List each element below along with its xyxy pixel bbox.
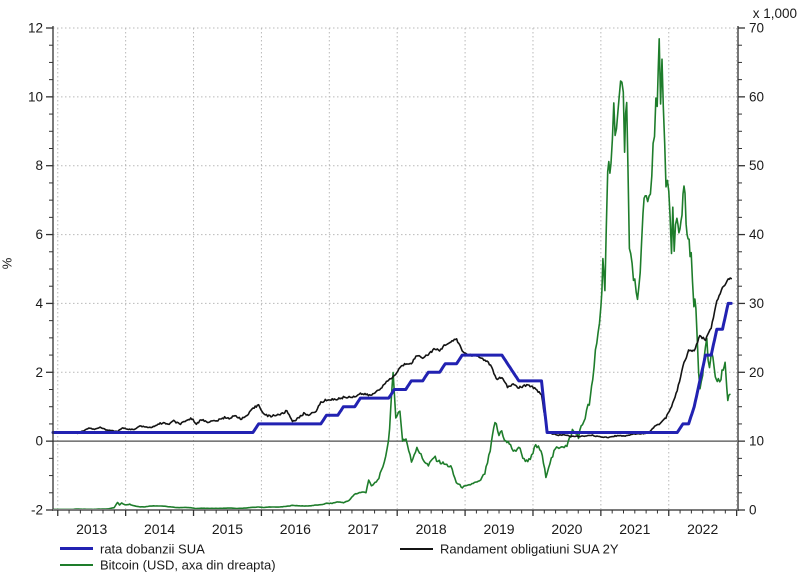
svg-text:2022: 2022 [687, 521, 718, 537]
legend-item-bitcoin: Bitcoin (USD, axa din dreapta) [60, 558, 276, 573]
svg-text:10: 10 [28, 89, 43, 104]
svg-text:2: 2 [35, 365, 43, 380]
legend-item-randament-obligatiuni: Randament obligatiuni SUA 2Y [400, 542, 619, 557]
left-axis-title: % [0, 257, 15, 270]
legend-line-bitcoin [60, 563, 93, 566]
svg-text:4: 4 [35, 296, 43, 311]
svg-text:-2: -2 [31, 503, 43, 518]
svg-text:8: 8 [35, 158, 43, 173]
svg-text:2020: 2020 [551, 521, 582, 537]
svg-text:2014: 2014 [144, 521, 175, 537]
svg-text:2019: 2019 [483, 521, 514, 537]
legend-label-bitcoin: Bitcoin (USD, axa din dreapta) [100, 557, 276, 573]
legend-line-randament-obligatiuni [400, 547, 433, 550]
svg-text:60: 60 [749, 89, 764, 104]
svg-text:2021: 2021 [619, 521, 650, 537]
legend-label-randament-obligatiuni: Randament obligatiuni SUA 2Y [440, 541, 619, 557]
svg-text:20: 20 [749, 365, 764, 380]
svg-text:0: 0 [749, 503, 757, 518]
svg-text:0: 0 [35, 434, 43, 449]
svg-text:2013: 2013 [76, 521, 107, 537]
svg-text:40: 40 [749, 227, 764, 242]
svg-text:10: 10 [749, 434, 764, 449]
svg-text:70: 70 [749, 21, 764, 36]
svg-text:2016: 2016 [280, 521, 311, 537]
legend-label-rata-dobanzii: rata dobanzii SUA [100, 541, 205, 557]
right-axis-title: x 1,000 [752, 6, 797, 21]
legend-item-rata-dobanzii: rata dobanzii SUA [60, 542, 205, 557]
svg-text:2018: 2018 [416, 521, 447, 537]
legend-line-rata-dobanzii [60, 547, 93, 551]
svg-text:2017: 2017 [348, 521, 379, 537]
svg-text:12: 12 [28, 21, 43, 36]
svg-text:50: 50 [749, 158, 764, 173]
svg-text:2015: 2015 [212, 521, 243, 537]
svg-text:30: 30 [749, 296, 764, 311]
svg-text:6: 6 [35, 227, 43, 242]
